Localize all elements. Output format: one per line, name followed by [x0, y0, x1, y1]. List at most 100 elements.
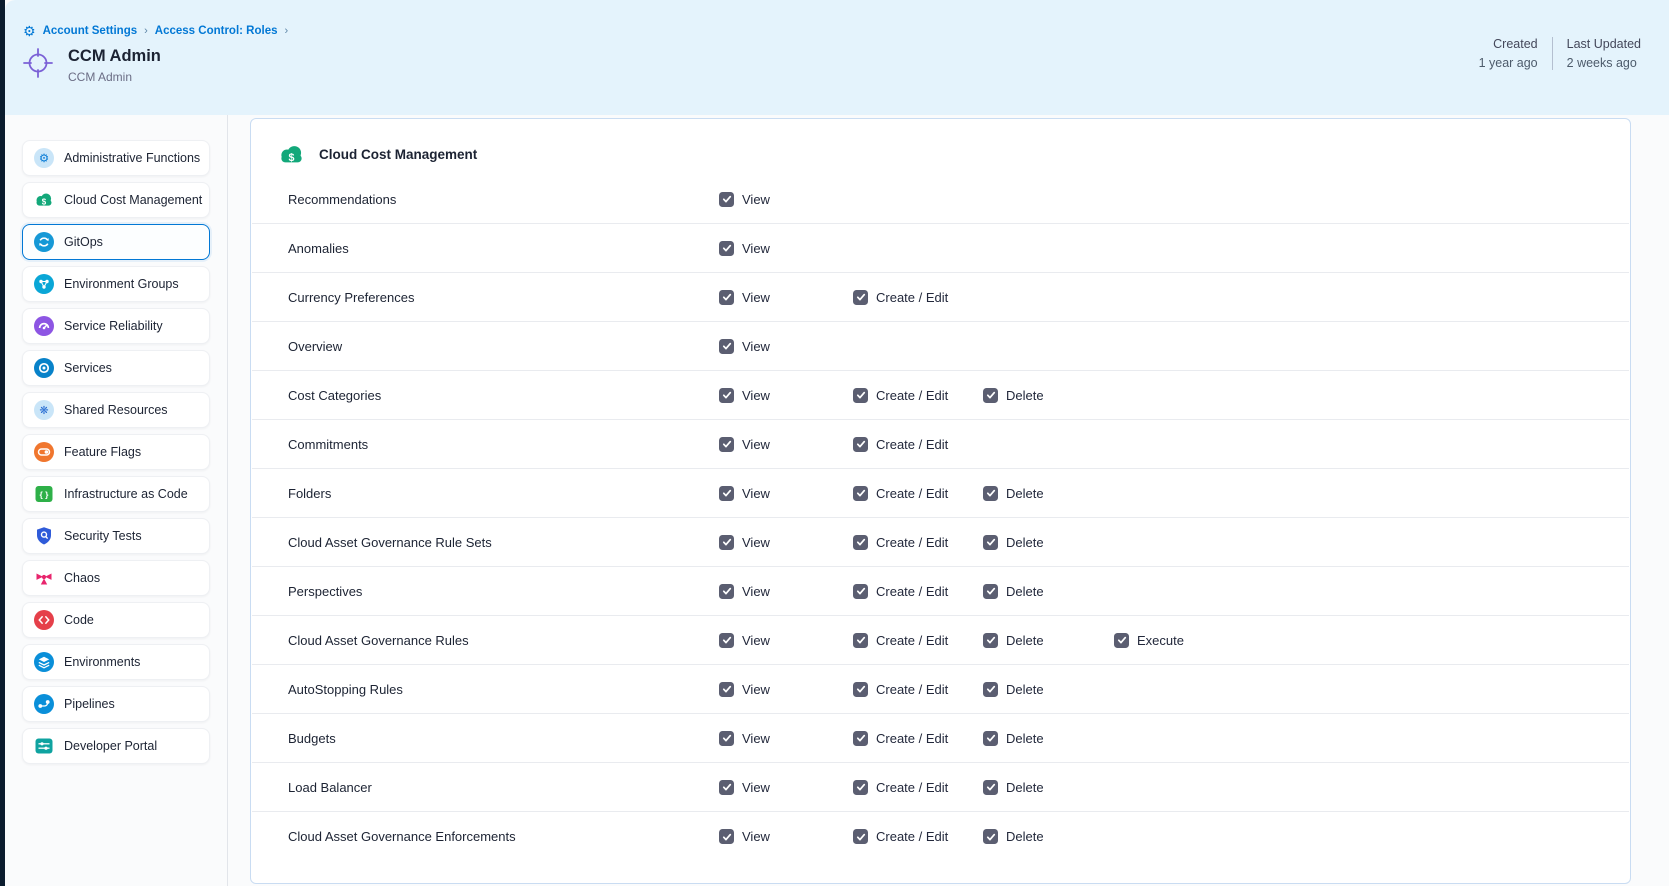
checkbox-checked-icon[interactable] [983, 681, 998, 697]
page-header: ⚙ Account Settings › Access Control: Roles ›… [5, 0, 1669, 115]
permission-label: Create / Edit [876, 436, 949, 452]
checkbox-checked-icon[interactable] [853, 730, 868, 746]
checkbox-checked-icon[interactable] [719, 632, 734, 648]
resource-label: Currency Preferences [288, 289, 415, 305]
permission-cell-create_edit: Create / Edit [853, 387, 983, 403]
svg-text:$: $ [42, 198, 47, 207]
permission-label: View [742, 681, 770, 697]
page-subtitle: CCM Admin [68, 70, 133, 84]
sidebar-item-feature-flags[interactable]: Feature Flags [22, 434, 210, 470]
permission-row: Cloud Asset Governance Enforcements View… [252, 812, 1629, 861]
permission-label: Delete [1006, 485, 1044, 501]
last-updated-label: Last Updated [1566, 37, 1641, 51]
permission-cell-create_edit: Create / Edit [853, 681, 983, 697]
cloud-dollar-icon: $ [34, 190, 54, 210]
checkbox-checked-icon[interactable] [983, 632, 998, 648]
services-icon [34, 358, 54, 378]
permission-row: Recommendations View [252, 175, 1629, 224]
permission-label: Execute [1137, 632, 1184, 648]
permission-label: View [742, 779, 770, 795]
breadcrumb-link[interactable]: Access Control: Roles [154, 25, 278, 37]
checkbox-checked-icon[interactable] [1114, 632, 1129, 648]
checkbox-checked-icon[interactable] [983, 730, 998, 746]
checkbox-checked-icon[interactable] [853, 485, 868, 501]
checkbox-checked-icon[interactable] [719, 583, 734, 599]
checkbox-checked-icon[interactable] [983, 387, 998, 403]
sidebar-item-code[interactable]: Code [22, 602, 210, 638]
checkbox-checked-icon[interactable] [719, 191, 734, 207]
permission-label: Create / Edit [876, 681, 949, 697]
resource-label: Anomalies [288, 240, 349, 256]
checkbox-checked-icon[interactable] [853, 829, 868, 844]
resource-label: Overview [288, 338, 343, 354]
permission-label: Create / Edit [876, 829, 949, 844]
sidebar-item-security-tests[interactable]: Security Tests [22, 518, 210, 554]
checkbox-checked-icon[interactable] [853, 534, 868, 550]
permission-label: View [742, 485, 770, 501]
cloud-dollar-icon: $ [278, 142, 305, 166]
sidebar-item-developer-portal[interactable]: Developer Portal [22, 728, 210, 764]
created-label: Created [1493, 37, 1538, 51]
gear-icon: ⚙ [23, 23, 36, 39]
checkbox-checked-icon[interactable] [719, 436, 734, 452]
permission-label: Create / Edit [876, 485, 949, 501]
permission-cell-execute: Execute [1114, 632, 1629, 648]
resource-label: Commitments [288, 436, 369, 452]
checkbox-checked-icon[interactable] [983, 583, 998, 599]
sidebar-item-shared-resources[interactable]: ❋ Shared Resources [22, 392, 210, 428]
checkbox-checked-icon[interactable] [719, 779, 734, 795]
breadcrumb-separator: › [284, 25, 289, 37]
permission-label: View [742, 730, 770, 746]
checkbox-checked-icon[interactable] [853, 289, 868, 305]
permission-cell-create_edit: Create / Edit [853, 829, 983, 844]
sidebar-item-services[interactable]: Services [22, 350, 210, 386]
sidebar-item-environment-groups[interactable]: Environment Groups [22, 266, 210, 302]
checkbox-checked-icon[interactable] [853, 681, 868, 697]
permission-row: Cloud Asset Governance Rules View Create … [252, 616, 1629, 665]
checkbox-checked-icon[interactable] [719, 387, 734, 403]
breadcrumb-link[interactable]: Account Settings [42, 25, 138, 37]
checkbox-checked-icon[interactable] [719, 829, 734, 844]
checkbox-checked-icon[interactable] [853, 583, 868, 599]
permissions-table: Recommendations View Anomalies View Curr… [252, 175, 1629, 861]
checkbox-checked-icon[interactable] [719, 338, 734, 354]
checkbox-checked-icon[interactable] [853, 632, 868, 648]
permission-label: Create / Edit [876, 730, 949, 746]
permission-cell-create_edit: Create / Edit [853, 485, 983, 501]
checkbox-checked-icon[interactable] [719, 534, 734, 550]
permission-row: Budgets View Create / Edit Delete [252, 714, 1629, 763]
sidebar-item-pipelines[interactable]: Pipelines [22, 686, 210, 722]
checkbox-checked-icon[interactable] [983, 534, 998, 550]
checkbox-checked-icon[interactable] [719, 681, 734, 697]
permission-cell-view: View [719, 387, 853, 403]
sidebar-item-infrastructure-as-code[interactable]: { } Infrastructure as Code [22, 476, 210, 512]
permission-cell-view: View [719, 681, 853, 697]
checkbox-checked-icon[interactable] [853, 436, 868, 452]
checkbox-checked-icon[interactable] [983, 779, 998, 795]
permission-row: Cost Categories View Create / Edit Delete [252, 371, 1629, 420]
sidebar-item-chaos[interactable]: Chaos [22, 560, 210, 596]
permission-label: Delete [1006, 583, 1044, 599]
sidebar-item-environments[interactable]: Environments [22, 644, 210, 680]
sidebar-item-service-reliability[interactable]: Service Reliability [22, 308, 210, 344]
permission-cell-create_edit: Create / Edit [853, 632, 983, 648]
sidebar-item-cloud-cost-management[interactable]: $ Cloud Cost Management [22, 182, 210, 218]
checkbox-checked-icon[interactable] [719, 485, 734, 501]
module-header: $ Cloud Cost Management [251, 119, 1630, 175]
checkbox-checked-icon[interactable] [853, 779, 868, 795]
permission-cell-view: View [719, 289, 853, 305]
sidebar-item-gitops[interactable]: GitOps [22, 224, 210, 260]
checkbox-checked-icon[interactable] [853, 387, 868, 403]
resource-label: Recommendations [288, 191, 397, 207]
checkbox-checked-icon[interactable] [719, 289, 734, 305]
permission-cell-delete: Delete [983, 387, 1114, 403]
code-icon [34, 610, 54, 630]
permission-cell-delete: Delete [983, 730, 1114, 746]
checkbox-checked-icon[interactable] [983, 485, 998, 501]
last-updated-value: 2 weeks ago [1566, 56, 1637, 70]
checkbox-checked-icon[interactable] [719, 730, 734, 746]
permission-label: Delete [1006, 829, 1044, 844]
checkbox-checked-icon[interactable] [983, 829, 998, 844]
checkbox-checked-icon[interactable] [719, 240, 734, 256]
sidebar-item-administrative-functions[interactable]: ⚙ Administrative Functions [22, 140, 210, 176]
